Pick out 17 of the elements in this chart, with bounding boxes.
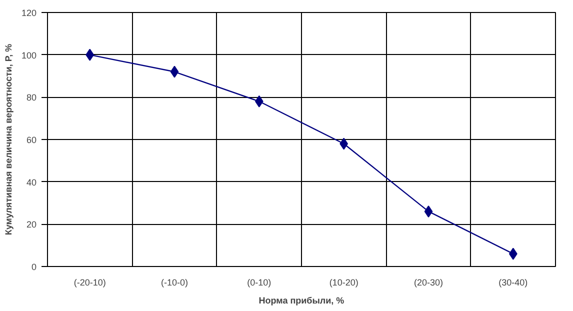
x-tick-label: (10-20) — [329, 278, 358, 288]
point — [170, 66, 179, 78]
y-tick-label: 40 — [26, 177, 37, 188]
y-tick-label: 60 — [26, 135, 37, 145]
x-tick-label: (20-30) — [414, 278, 444, 288]
y-tick-label: 80 — [26, 92, 37, 103]
y-axis-title: Кумулятивная величина вероятности, Р, % — [3, 44, 14, 236]
y-tick-label: 120 — [21, 8, 37, 18]
x-tick-label: (30-40) — [498, 278, 528, 288]
y-tick-label: 100 — [21, 50, 37, 60]
x-axis-title: Норма прибыли, % — [258, 296, 344, 306]
x-tick-label: (-10-0) — [161, 278, 188, 288]
y-tick-label: 0 — [31, 262, 37, 272]
y-tick-label: 20 — [26, 220, 37, 230]
x-tick-label: (0-10) — [247, 278, 272, 288]
point — [424, 205, 433, 218]
x-tick-label: (-20-10) — [74, 278, 106, 288]
